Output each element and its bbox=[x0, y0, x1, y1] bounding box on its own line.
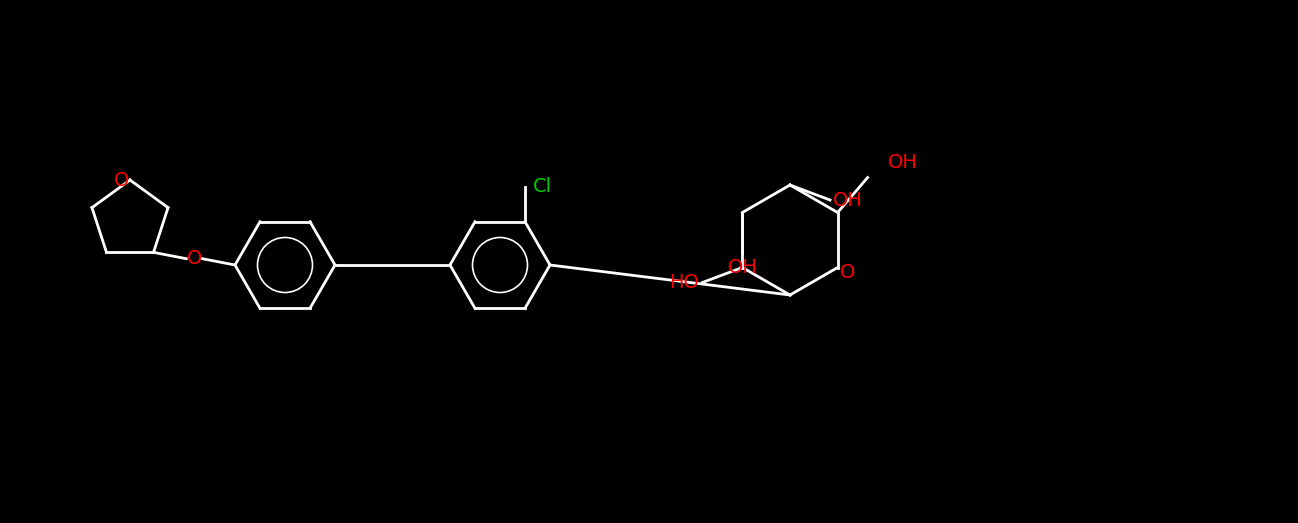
Text: OH: OH bbox=[727, 258, 757, 277]
Text: O: O bbox=[187, 249, 202, 268]
Text: OH: OH bbox=[888, 153, 918, 172]
Text: Cl: Cl bbox=[533, 177, 552, 196]
Text: OH: OH bbox=[833, 190, 863, 210]
Text: O: O bbox=[114, 170, 130, 189]
Text: HO: HO bbox=[670, 273, 700, 292]
Text: O: O bbox=[840, 263, 855, 282]
